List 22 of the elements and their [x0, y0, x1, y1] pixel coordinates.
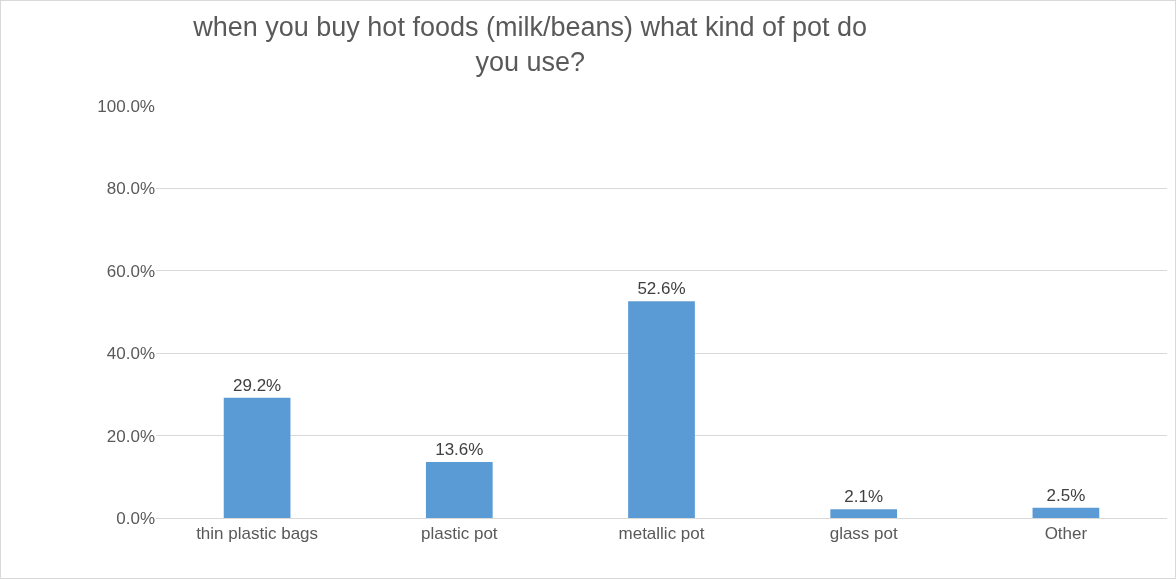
chart-title: when you buy hot foods (milk/beans) what kind of pot do you use?	[192, 11, 868, 77]
x-tick-label: metallic pot	[618, 524, 705, 544]
data-label: 52.6%	[637, 279, 686, 299]
data-label: 2.5%	[1046, 485, 1086, 505]
x-tick-label: glass pot	[829, 524, 898, 544]
y-tick-label: 60.0%	[106, 261, 155, 281]
x-tick-label: thin plastic bags	[196, 524, 319, 544]
x-tick-label: Other	[1044, 524, 1088, 544]
bar	[1032, 507, 1100, 518]
bar	[425, 461, 493, 518]
y-tick-label: 100.0%	[97, 96, 155, 116]
bar	[830, 509, 898, 518]
y-tick-label: 20.0%	[106, 426, 155, 446]
y-tick-label: 40.0%	[106, 344, 155, 364]
bar	[628, 301, 695, 518]
y-tick-label: 80.0%	[106, 179, 155, 199]
data-label: 2.1%	[844, 487, 884, 507]
data-label: 13.6%	[435, 439, 484, 459]
x-tick-label: plastic pot	[421, 524, 498, 544]
y-tick-label: 0.0%	[116, 508, 155, 528]
data-label: 29.2%	[233, 375, 282, 395]
bar	[223, 397, 291, 518]
